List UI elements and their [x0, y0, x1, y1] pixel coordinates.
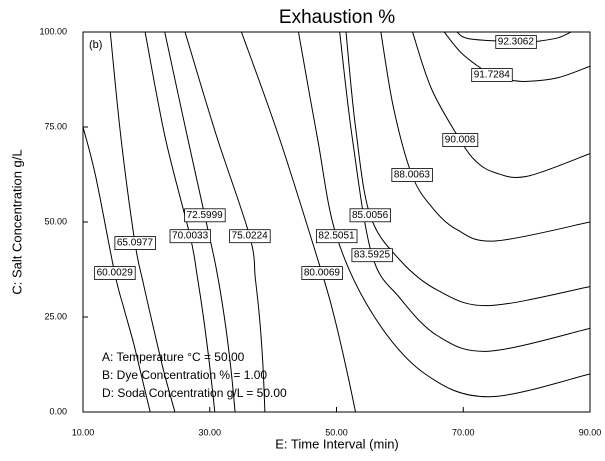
contour-label-box [184, 208, 226, 223]
contour-label-box [229, 229, 271, 244]
contour-label: 60.0029 [97, 268, 134, 279]
contour-label: 83.5925 [354, 250, 391, 261]
contour-label-box [351, 248, 393, 263]
x-tick-label: 70.00 [452, 427, 475, 437]
y-tick-label: 25.00 [44, 311, 67, 321]
contour-label-box [114, 236, 156, 250]
panel-label: (b) [89, 39, 102, 51]
x-tick-label: 10.00 [72, 427, 95, 437]
contour-label-box [349, 208, 391, 223]
contour-label-box [94, 266, 136, 280]
x-tick-label: 50.00 [325, 427, 348, 437]
contour-line [83, 126, 151, 412]
contour-labels: 60.0029 65.0977 70.0033 72.5999 75.0224 80.00… [94, 35, 537, 280]
contour-label-box [301, 266, 343, 280]
y-axis-title: C: Salt Concentration g/L [9, 149, 24, 294]
contour-label: 85.0056 [352, 210, 389, 221]
y-tick-label: 100.00 [39, 26, 67, 36]
contour-label: 91.7284 [474, 70, 511, 81]
contour-label-box [495, 35, 537, 49]
x-tick-label: 30.00 [198, 427, 221, 437]
annotation: A: Temperature °C = 50.00 [102, 350, 245, 364]
contour-label: 72.5999 [187, 210, 224, 221]
contour-label: 88.0063 [394, 170, 431, 181]
contour-line [297, 32, 590, 398]
contour-label: 82.5051 [318, 231, 355, 242]
contour-label: 90.008 [445, 135, 476, 146]
annotation: D: Soda Concentration g/L = 50.00 [102, 386, 287, 400]
contour-label-box [316, 229, 358, 244]
contour-line [184, 32, 266, 412]
contour-label: 80.0069 [304, 268, 341, 279]
contour-label-box [169, 229, 212, 244]
contour-label: 70.0033 [172, 231, 209, 242]
contour-label-box [471, 68, 513, 82]
contour-line [345, 32, 590, 307]
x-tick-label: 90.00 [579, 427, 602, 437]
contour-line [380, 32, 590, 242]
contour-line [164, 32, 236, 412]
y-tick-label: 75.00 [44, 121, 67, 131]
contour-label: 92.3062 [498, 37, 535, 48]
contour-line [412, 32, 590, 178]
contour-label-box [442, 133, 479, 147]
contour-line [339, 32, 590, 352]
contour-label: 65.0977 [117, 238, 154, 249]
x-axis-title: E: Time Interval (min) [275, 436, 399, 451]
contour-line [144, 32, 216, 412]
y-tick-label: 50.00 [44, 216, 67, 226]
contour-label: 75.0224 [232, 231, 269, 242]
contour-label-box [391, 168, 433, 182]
contour-line [109, 32, 176, 412]
contour-line [240, 32, 357, 412]
chart-title: Exhaustion % [279, 7, 395, 28]
y-tick-label: 0.00 [49, 406, 67, 416]
annotation: B: Dye Concentration % = 1.00 [102, 368, 267, 382]
